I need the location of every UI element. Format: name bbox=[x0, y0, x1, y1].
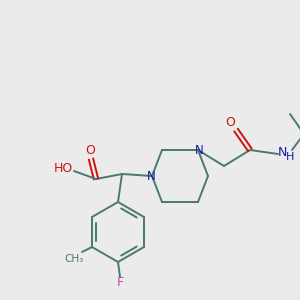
Text: N: N bbox=[147, 169, 155, 182]
Text: H: H bbox=[286, 152, 294, 162]
Text: HO: HO bbox=[53, 163, 73, 176]
Text: N: N bbox=[277, 146, 287, 158]
Text: F: F bbox=[116, 277, 124, 290]
Text: N: N bbox=[195, 143, 203, 157]
Text: O: O bbox=[85, 145, 95, 158]
Text: CH₃: CH₃ bbox=[64, 254, 84, 264]
Text: O: O bbox=[225, 116, 235, 130]
